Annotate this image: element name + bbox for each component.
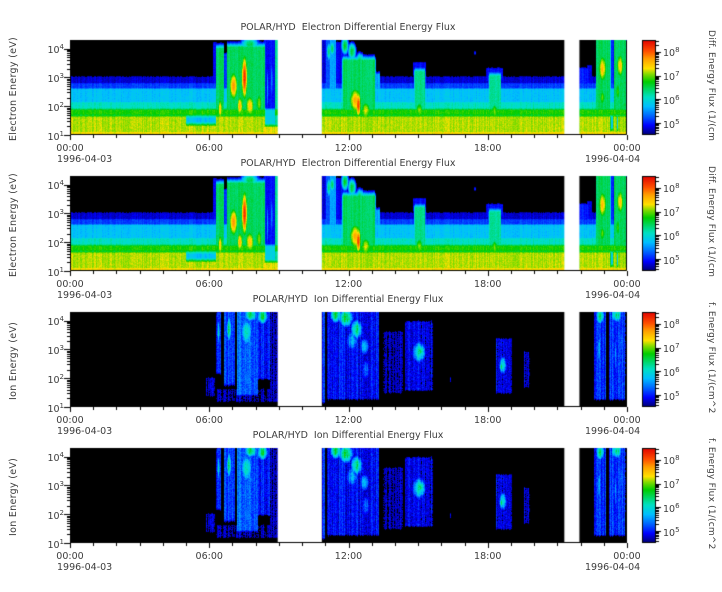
colorbar-tick-label: 108 xyxy=(663,46,680,60)
x-tick-label: 12:00 xyxy=(334,279,363,290)
colorbar-tick-label: 108 xyxy=(663,318,680,332)
colorbar-tick-label: 108 xyxy=(663,454,680,468)
ytick y-tick-label: 101 xyxy=(47,401,64,415)
ytick y-tick-label: 102 xyxy=(47,508,64,522)
colorbar-tick-label: 105 xyxy=(663,253,680,267)
x-tick-label: 00:00 xyxy=(56,415,84,426)
x-tick-label: 06:00 xyxy=(195,279,223,290)
x-axis-end-date: 1996-04-04 xyxy=(585,426,641,437)
ytick y-tick-label: 101 xyxy=(47,265,64,279)
colorbar-tick-label: 106 xyxy=(663,229,680,244)
ytick y-tick-label: 103 xyxy=(47,343,64,358)
x-tick-label: 00:00 xyxy=(613,415,641,426)
colorbar-tick-label: 105 xyxy=(663,117,680,131)
ytick y-tick-label: 102 xyxy=(47,372,64,386)
y-axis-label: Electron Energy (eV) xyxy=(8,36,19,141)
panel-title: POLAR/HYD Ion Differential Energy Flux xyxy=(252,430,444,441)
ytick y-tick-label: 101 xyxy=(47,129,64,143)
colorbar-tick-label: 107 xyxy=(663,342,680,356)
ytick y-tick-label: 103 xyxy=(47,71,64,86)
colorbar-tick-label: 107 xyxy=(663,70,680,84)
ytick y-tick-label: 103 xyxy=(47,207,64,222)
x-tick-label: 00:00 xyxy=(56,279,84,290)
x-tick-label: 00:00 xyxy=(613,143,641,154)
colorbar-label: Diff. Energy Flux (1/(cm xyxy=(706,30,716,142)
x-tick-label: 18:00 xyxy=(474,279,502,290)
colorbar-tick-label: 107 xyxy=(663,478,680,492)
colorbar-tick-label: 106 xyxy=(663,501,680,516)
ytick y-tick-label: 103 xyxy=(47,479,64,494)
y-axis-label: Ion Energy (eV) xyxy=(8,457,19,536)
x-tick-label: 12:00 xyxy=(334,551,363,562)
colorbar-tick-label: 108 xyxy=(663,182,680,196)
colorbar-tick-label: 105 xyxy=(663,525,680,539)
panel-title: POLAR/HYD Electron Differential Energy F… xyxy=(240,158,456,169)
x-tick-label: 00:00 xyxy=(56,143,84,154)
ytick y-tick-label: 104 xyxy=(47,179,64,193)
y-axis-label: Ion Energy (eV) xyxy=(8,321,19,400)
ytick y-tick-label: 101 xyxy=(47,537,64,551)
x-axis-start-date: 1996-04-03 xyxy=(57,426,113,437)
x-tick-label: 12:00 xyxy=(334,143,363,154)
x-tick-label: 12:00 xyxy=(334,415,363,426)
x-tick-label: 18:00 xyxy=(474,415,502,426)
colorbar-label: f. Energy Flux (1/(cm^2 xyxy=(706,302,716,414)
x-axis-end-date: 1996-04-04 xyxy=(585,154,641,165)
ytick y-tick-label: 102 xyxy=(47,100,64,114)
x-tick-label: 06:00 xyxy=(195,551,223,562)
colorbar-tick-label: 106 xyxy=(663,365,680,380)
ytick y-tick-label: 102 xyxy=(47,236,64,250)
colorbar-label: f. Energy Flux (1/(cm^2 xyxy=(706,438,716,550)
x-axis-start-date: 1996-04-03 xyxy=(57,154,113,165)
ytick y-tick-label: 104 xyxy=(47,451,64,465)
x-tick-label: 00:00 xyxy=(613,551,641,562)
x-axis-end-date: 1996-04-04 xyxy=(585,290,641,301)
colorbar-label: Diff. Energy Flux (1/(cm xyxy=(706,166,716,278)
panel-title: POLAR/HYD Ion Differential Energy Flux xyxy=(252,294,444,305)
colorbar-tick-label: 106 xyxy=(663,93,680,108)
x-axis-start-date: 1996-04-03 xyxy=(57,562,113,573)
x-tick-label: 18:00 xyxy=(474,551,502,562)
ytick y-tick-label: 104 xyxy=(47,315,64,329)
x-tick-label: 06:00 xyxy=(195,143,223,154)
x-tick-label: 00:00 xyxy=(613,279,641,290)
colorbar-tick-label: 105 xyxy=(663,389,680,403)
x-axis-start-date: 1996-04-03 xyxy=(57,290,113,301)
x-tick-label: 18:00 xyxy=(474,143,502,154)
x-tick-label: 06:00 xyxy=(195,415,223,426)
panel-title: POLAR/HYD Electron Differential Energy F… xyxy=(240,22,456,33)
y-axis-label: Electron Energy (eV) xyxy=(8,172,19,277)
ytick y-tick-label: 104 xyxy=(47,43,64,57)
colorbar-tick-label: 107 xyxy=(663,206,680,220)
x-tick-label: 00:00 xyxy=(56,551,84,562)
x-axis-end-date: 1996-04-04 xyxy=(585,562,641,573)
